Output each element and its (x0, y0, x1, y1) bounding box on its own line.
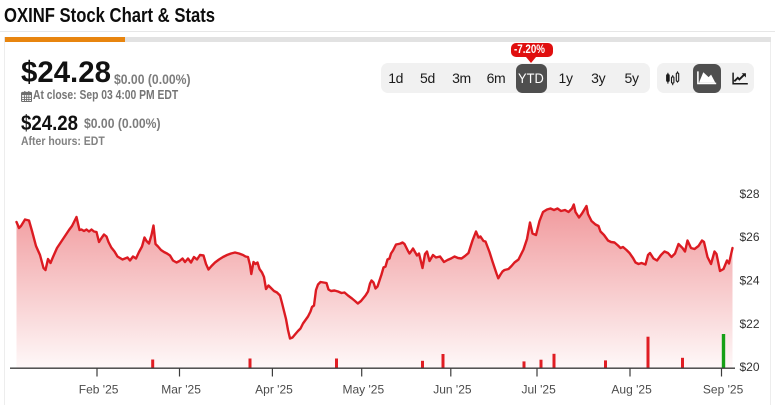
svg-text:$26: $26 (740, 230, 760, 244)
svg-text:May '25: May '25 (342, 383, 384, 397)
svg-text:Apr '25: Apr '25 (255, 383, 293, 397)
svg-text:Sep '25: Sep '25 (703, 383, 744, 397)
svg-text:$28: $28 (740, 187, 760, 201)
svg-text:Jul '25: Jul '25 (521, 383, 556, 397)
svg-text:$24: $24 (740, 274, 760, 288)
svg-text:$22: $22 (740, 317, 760, 331)
svg-text:Mar '25: Mar '25 (161, 383, 201, 397)
svg-text:Jun '25: Jun '25 (433, 383, 472, 397)
svg-text:Feb '25: Feb '25 (79, 383, 119, 397)
svg-text:Aug '25: Aug '25 (611, 383, 652, 397)
svg-text:$20: $20 (740, 360, 760, 374)
